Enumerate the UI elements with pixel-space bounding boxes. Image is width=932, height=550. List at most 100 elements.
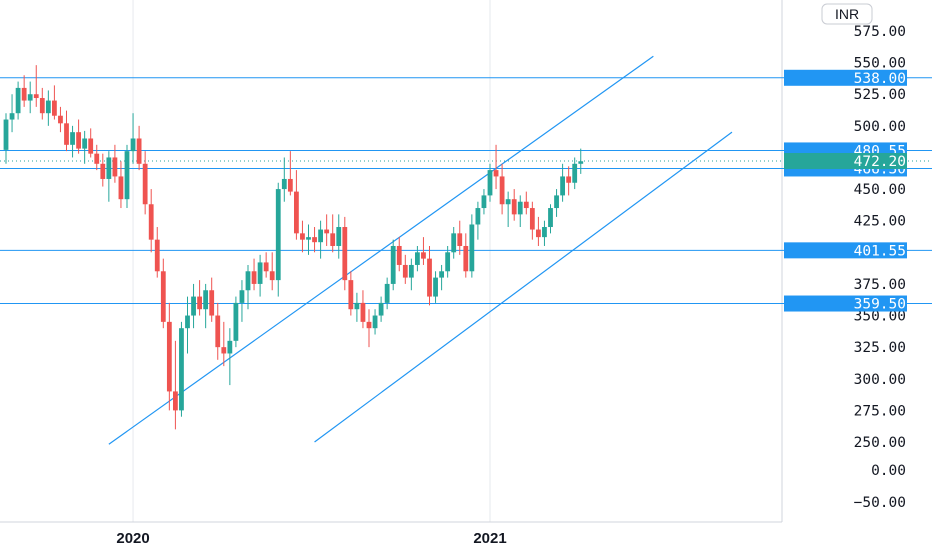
- price-tag-box: [784, 153, 907, 170]
- candle-body: [475, 208, 481, 225]
- candle-body: [523, 201, 529, 209]
- price-tick-label: 250.00: [854, 435, 906, 451]
- candle-down: [342, 216, 348, 291]
- candle-up: [445, 245, 451, 278]
- candle-down: [118, 161, 124, 209]
- candle-down: [287, 151, 293, 196]
- candle-down: [136, 125, 142, 171]
- candle-up: [275, 182, 281, 297]
- candle-down: [209, 277, 215, 322]
- candle-body: [100, 163, 106, 179]
- candle-body: [445, 252, 451, 272]
- candle-up: [354, 292, 360, 322]
- candle-down: [52, 85, 57, 120]
- candle-up: [560, 163, 565, 202]
- candle-body: [372, 315, 378, 329]
- candle-up: [336, 214, 342, 259]
- candle-down: [58, 106, 63, 133]
- candle-body: [415, 252, 420, 265]
- candle-up: [578, 148, 584, 174]
- candle-down: [511, 189, 517, 221]
- candle-body: [148, 204, 154, 240]
- candle-body: [487, 170, 493, 196]
- candle-down: [21, 75, 27, 107]
- candle-up: [390, 239, 396, 291]
- price-tick-label: 525.00: [854, 87, 906, 103]
- price-axis: 575.00 550.00 525.00 500.00 450.00 425.00 375.…: [854, 24, 906, 511]
- price-tag-label: 359.50: [854, 297, 906, 313]
- candle-down: [215, 302, 221, 360]
- candle-body: [209, 290, 215, 316]
- candle-down: [536, 216, 541, 246]
- trendline: [108, 55, 654, 445]
- candle-body: [451, 233, 457, 253]
- candle-body: [511, 199, 517, 215]
- candle-body: [136, 138, 142, 164]
- candle-up: [130, 113, 136, 164]
- candle-body: [45, 100, 51, 114]
- candle-down: [529, 201, 535, 240]
- time-tick-label: 2020: [116, 530, 149, 547]
- price-tag-label: 538.00: [854, 71, 906, 87]
- candle-up: [517, 195, 523, 228]
- currency-badge[interactable]: INR: [821, 3, 873, 25]
- candle-up: [185, 296, 190, 354]
- candle-body: [306, 237, 311, 240]
- candle-body: [203, 290, 209, 310]
- candle-body: [499, 176, 505, 205]
- candle-body: [529, 208, 535, 230]
- candle-body: [21, 87, 27, 101]
- candle-down: [360, 290, 366, 329]
- candle-body: [245, 271, 251, 291]
- candle-body: [124, 151, 130, 200]
- price-tick-label: 550.00: [854, 56, 906, 72]
- candle-down: [173, 340, 178, 430]
- candle-body: [469, 224, 475, 272]
- candle-body: [64, 123, 69, 145]
- candle-body: [572, 163, 578, 183]
- level-price-tag: 359.50: [784, 295, 907, 313]
- trendline: [314, 131, 733, 443]
- time-axis: 2020 2021: [116, 530, 506, 547]
- price-tick-label: 500.00: [854, 119, 906, 135]
- candle-body: [239, 290, 245, 303]
- candle-up: [372, 309, 378, 335]
- candle-down: [493, 144, 499, 190]
- candle-down: [300, 220, 305, 253]
- candle-body: [39, 98, 45, 114]
- candle-body: [58, 115, 63, 124]
- candle-body: [166, 321, 172, 392]
- price-tick-label: 575.00: [854, 24, 906, 40]
- candle-body: [427, 258, 432, 297]
- candle-up: [245, 264, 251, 310]
- candle-body: [160, 271, 166, 322]
- candle-body: [360, 302, 366, 322]
- candle-up: [233, 296, 239, 348]
- candle-up: [27, 81, 33, 114]
- candles: [3, 65, 584, 430]
- candle-body: [227, 340, 233, 354]
- time-tick-label: 2021: [473, 530, 506, 547]
- candle-body: [82, 138, 88, 149]
- candle-up: [487, 163, 493, 202]
- candle-up: [469, 214, 475, 278]
- candle-body: [94, 153, 100, 164]
- candle-down: [269, 252, 275, 291]
- candle-body: [402, 264, 408, 278]
- candle-down: [294, 170, 299, 240]
- candle-body: [33, 94, 39, 99]
- candle-body: [76, 132, 81, 149]
- candle-body: [318, 229, 323, 243]
- price-tick-label: 350.00: [854, 309, 906, 325]
- price-tag-label: 401.55: [854, 243, 906, 259]
- candle-body: [457, 233, 463, 246]
- candle-up: [451, 227, 457, 259]
- candle-body: [179, 328, 184, 411]
- candle-body: [191, 296, 196, 316]
- candle-body: [566, 176, 572, 183]
- candle-down: [39, 87, 45, 120]
- candle-body: [578, 161, 584, 164]
- candle-body: [257, 262, 263, 284]
- candle-up: [433, 271, 438, 303]
